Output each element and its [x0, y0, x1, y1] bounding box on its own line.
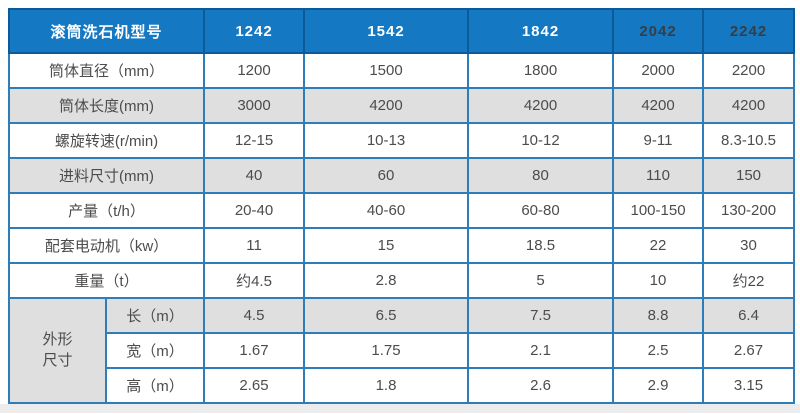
table-row-drum-diameter: 筒体直径（mm） 1200 1500 1800 2000 2200 [7, 52, 796, 89]
model-header-1542: 1542 [303, 8, 470, 54]
value-cell: 100-150 [612, 192, 705, 229]
value-cell: 4200 [612, 87, 705, 124]
table-row-drum-length: 筒体长度(mm) 3000 4200 4200 4200 4200 [7, 87, 796, 124]
value-cell: 18.5 [467, 227, 615, 264]
spec-table: 滚筒洗石机型号 1242 1542 1842 2042 2242 筒体直径（mm… [7, 8, 796, 404]
table-row-dimension-width: 宽（m） 1.67 1.75 2.1 2.5 2.67 [9, 332, 796, 369]
value-cell: 4200 [303, 87, 470, 124]
value-cell: 80 [467, 157, 615, 194]
model-header-2042: 2042 [612, 8, 705, 54]
value-cell: 3000 [203, 87, 306, 124]
table-row-dimension-height: 高（m） 2.65 1.8 2.6 2.9 3.15 [9, 367, 796, 404]
value-cell: 10-12 [467, 122, 615, 159]
table-row-feed-size: 进料尺寸(mm) 40 60 80 110 150 [7, 157, 796, 194]
value-cell: 12-15 [203, 122, 306, 159]
value-cell: 4.5 [203, 297, 306, 334]
row-sublabel: 高（m） [104, 367, 206, 404]
model-header-1842: 1842 [467, 8, 615, 54]
table-row-spiral-speed: 螺旋转速(r/min) 12-15 10-13 10-12 9-11 8.3-1… [7, 122, 796, 159]
value-cell: 8.3-10.5 [702, 122, 796, 159]
value-cell: 1500 [303, 52, 470, 89]
value-cell: 2.5 [612, 332, 705, 369]
value-cell: 2.67 [702, 332, 796, 369]
table-row-dimension-length: 外形 尺寸 长（m） 4.5 6.5 7.5 8.8 6.4 [8, 297, 796, 404]
dimension-label-line1: 外形 [42, 331, 73, 349]
value-cell: 20-40 [203, 192, 306, 229]
value-cell: 110 [612, 157, 705, 194]
value-cell: 2000 [612, 52, 705, 89]
value-cell: 3.15 [702, 367, 796, 404]
row-label: 筒体长度(mm) [7, 87, 206, 124]
value-cell: 10-13 [303, 122, 470, 159]
value-cell: 约4.5 [203, 262, 306, 299]
model-header-1242: 1242 [203, 8, 306, 54]
value-cell: 30 [702, 227, 796, 264]
value-cell: 2.6 [467, 367, 615, 404]
value-cell: 60-80 [467, 192, 615, 229]
value-cell: 1.67 [203, 332, 306, 369]
value-cell: 7.5 [467, 297, 615, 334]
value-cell: 约22 [702, 262, 796, 299]
value-cell: 130-200 [702, 192, 796, 229]
row-sublabel: 宽（m） [104, 332, 206, 369]
table-title-cell: 滚筒洗石机型号 [7, 8, 206, 54]
header-row: 滚筒洗石机型号 1242 1542 1842 2042 2242 [7, 8, 796, 54]
value-cell: 2200 [702, 52, 796, 89]
value-cell: 2.65 [203, 367, 306, 404]
value-cell: 2.1 [467, 332, 615, 369]
value-cell: 4200 [467, 87, 615, 124]
table-row-motor-power: 配套电动机（kw） 11 15 18.5 22 30 [7, 227, 796, 264]
row-label: 进料尺寸(mm) [7, 157, 206, 194]
value-cell: 1.75 [303, 332, 470, 369]
value-cell: 6.4 [702, 297, 796, 334]
row-sublabel: 长（m） [104, 297, 206, 334]
value-cell: 2.8 [303, 262, 470, 299]
value-cell: 15 [303, 227, 470, 264]
value-cell: 40-60 [303, 192, 470, 229]
value-cell: 4200 [702, 87, 796, 124]
value-cell: 1800 [467, 52, 615, 89]
bottom-strip [0, 404, 800, 413]
row-label: 重量（t） [7, 262, 206, 299]
value-cell: 1.8 [303, 367, 470, 404]
value-cell: 1200 [203, 52, 306, 89]
row-label: 配套电动机（kw） [7, 227, 206, 264]
value-cell: 2.9 [612, 367, 705, 404]
table-row-weight: 重量（t） 约4.5 2.8 5 10 约22 [7, 262, 796, 299]
dimension-group-label: 外形 尺寸 [8, 297, 107, 404]
row-label: 筒体直径（mm） [7, 52, 206, 89]
value-cell: 6.5 [303, 297, 470, 334]
row-label: 螺旋转速(r/min) [7, 122, 206, 159]
value-cell: 9-11 [612, 122, 705, 159]
value-cell: 22 [612, 227, 705, 264]
value-cell: 5 [467, 262, 615, 299]
value-cell: 150 [702, 157, 796, 194]
row-label: 产量（t/h） [7, 192, 206, 229]
table-row-capacity: 产量（t/h） 20-40 40-60 60-80 100-150 130-20… [7, 192, 796, 229]
value-cell: 11 [203, 227, 306, 264]
value-cell: 60 [303, 157, 470, 194]
value-cell: 40 [203, 157, 306, 194]
model-header-2242: 2242 [702, 8, 796, 54]
value-cell: 10 [612, 262, 705, 299]
dimension-label-line2: 尺寸 [42, 351, 73, 369]
value-cell: 8.8 [612, 297, 705, 334]
